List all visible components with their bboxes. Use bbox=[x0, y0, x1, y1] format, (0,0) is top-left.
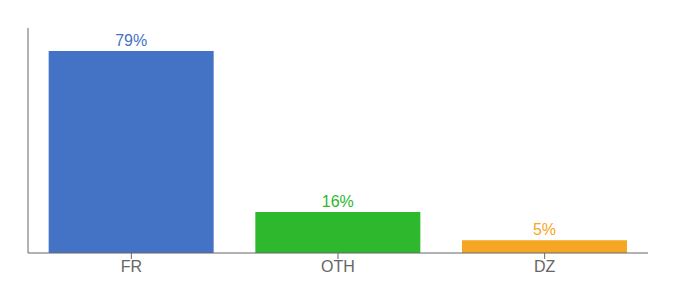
svg-text:79%: 79% bbox=[115, 32, 147, 49]
svg-text:16%: 16% bbox=[322, 193, 354, 210]
svg-text:OTH: OTH bbox=[321, 258, 355, 275]
svg-text:FR: FR bbox=[121, 258, 142, 275]
svg-text:DZ: DZ bbox=[534, 258, 556, 275]
svg-text:5%: 5% bbox=[533, 221, 556, 238]
